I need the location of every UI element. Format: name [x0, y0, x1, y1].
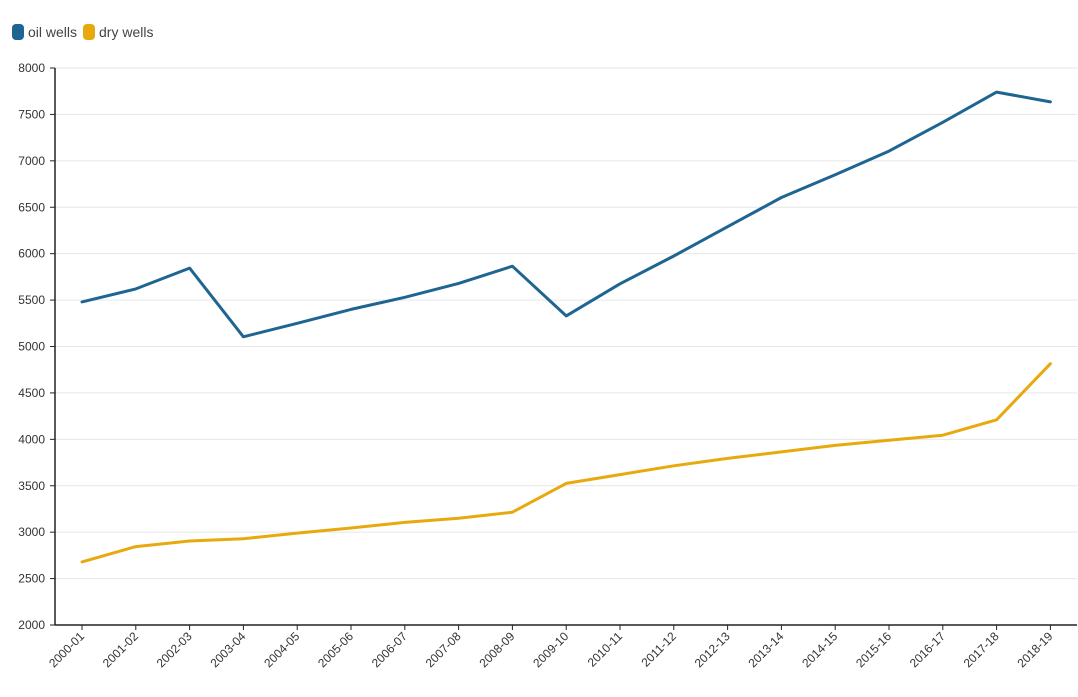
- series-line-dry-wells[interactable]: [80, 362, 1052, 564]
- x-tick-label-2013-14: 2013-14: [745, 629, 786, 670]
- y-tick-label-4000: 4000: [18, 432, 45, 446]
- y-tick-label-3500: 3500: [18, 479, 45, 493]
- y-tick-label-3000: 3000: [18, 525, 45, 539]
- legend-swatch-oil-wells: [12, 24, 24, 40]
- series-lines: [80, 90, 1052, 564]
- x-tick-label-2004-05: 2004-05: [261, 629, 302, 670]
- y-tick-label-6500: 6500: [18, 200, 45, 214]
- y-tick-label-7500: 7500: [18, 107, 45, 121]
- y-tick-label-8000: 8000: [18, 61, 45, 75]
- y-tick-label-7000: 7000: [18, 154, 45, 168]
- gridlines: [55, 67, 1077, 580]
- x-tick-label-2014-15: 2014-15: [799, 629, 840, 670]
- x-tick-label-2017-18: 2017-18: [961, 629, 1002, 670]
- x-tick-label-2008-09: 2008-09: [476, 629, 517, 670]
- x-tick-label-2000-01: 2000-01: [46, 629, 87, 670]
- y-tick-label-2500: 2500: [18, 572, 45, 586]
- y-tick-label-2000: 2000: [18, 618, 45, 632]
- y-tick-label-5500: 5500: [18, 293, 45, 307]
- x-tick-label-2011-12: 2011-12: [639, 629, 680, 670]
- legend-item-dry-wells[interactable]: dry wells: [83, 24, 153, 40]
- x-tick-label-2018-19: 2018-19: [1014, 629, 1055, 670]
- series-line-oil-wells[interactable]: [80, 90, 1052, 339]
- x-tick-label-2010-11: 2010-11: [585, 629, 626, 670]
- y-tick-label-6000: 6000: [18, 247, 45, 261]
- x-tick-label-2002-03: 2002-03: [154, 629, 195, 670]
- y-axis: 2000 2500 3000 3500 4000 4500 5000 5500 6000 6500…: [18, 61, 56, 632]
- x-tick-label-2016-17: 2016-17: [907, 629, 948, 670]
- legend-item-oil-wells[interactable]: oil wells: [12, 24, 77, 40]
- x-tick-label-2015-16: 2015-16: [853, 629, 894, 670]
- x-tick-label-2007-08: 2007-08: [423, 629, 464, 670]
- legend-swatch-dry-wells: [83, 24, 96, 40]
- x-tick-label-2001-02: 2001-02: [100, 629, 141, 670]
- x-tick-label-2003-04: 2003-04: [207, 629, 248, 670]
- x-axis: 2000-01 2001-02 2002-03 2003-04 2004-05 2005-…: [46, 624, 1077, 670]
- y-tick-label-5000: 5000: [18, 340, 45, 354]
- x-tick-label-2012-13: 2012-13: [692, 629, 733, 670]
- y-tick-label-4500: 4500: [18, 386, 45, 400]
- legend-label-dry-wells: dry wells: [99, 24, 154, 40]
- legend: oil wells dry wells: [12, 24, 159, 40]
- legend-label-oil-wells: oil wells: [28, 24, 78, 40]
- x-tick-label-2005-06: 2005-06: [315, 629, 356, 670]
- x-tick-label-2006-07: 2006-07: [369, 629, 410, 670]
- x-tick-label-2009-10: 2009-10: [530, 629, 571, 670]
